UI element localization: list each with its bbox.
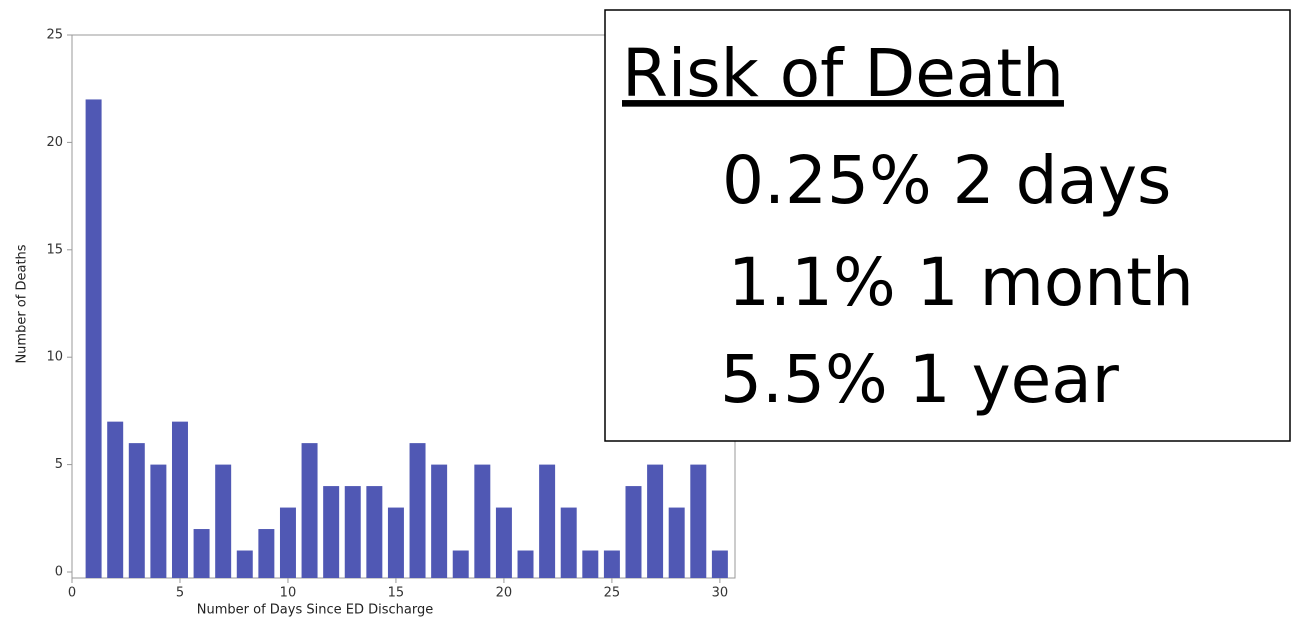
x-tick-label: 10: [280, 586, 297, 601]
bar: [582, 550, 599, 578]
x-tick-label: 25: [604, 586, 621, 601]
bar: [258, 529, 275, 578]
y-axis-label: Number of Deaths: [15, 244, 30, 363]
bar: [236, 550, 253, 578]
bar: [193, 529, 210, 578]
bar: [690, 464, 707, 578]
bar: [366, 486, 383, 578]
annotation-border: [604, 9, 1291, 442]
y-tick-label: 0: [55, 565, 63, 580]
bar: [150, 464, 167, 578]
bar: [279, 507, 296, 578]
annotation-box: Risk of Death 0.25% 2 days 1.1% 1 month 5.5…: [604, 9, 1291, 442]
bar: [215, 464, 232, 578]
bar: [495, 507, 512, 578]
bar: [85, 99, 102, 578]
annotation-line: 0.25% 2 days: [722, 142, 1171, 219]
bar: [107, 421, 124, 578]
annotation-line: 1.1% 1 month: [728, 244, 1194, 321]
annotation-title: Risk of Death: [622, 35, 1064, 112]
bar: [409, 443, 426, 578]
bar: [431, 464, 448, 578]
bar: [128, 443, 145, 578]
x-tick-label: 15: [388, 586, 405, 601]
bar: [344, 486, 361, 578]
y-tick-label: 15: [46, 242, 63, 257]
x-tick-label: 20: [496, 586, 513, 601]
bar: [301, 443, 318, 578]
y-tick-label: 20: [46, 135, 63, 150]
x-tick-label: 5: [176, 586, 184, 601]
y-tick-label: 25: [46, 28, 63, 43]
bar: [474, 464, 491, 578]
bar: [560, 507, 577, 578]
bar: [647, 464, 664, 578]
bar: [387, 507, 404, 578]
x-axis-label: Number of Days Since ED Discharge: [197, 603, 433, 618]
bar: [625, 486, 642, 578]
y-tick-label: 10: [46, 350, 63, 365]
x-tick-label: 0: [68, 586, 76, 601]
x-tick-label: 30: [712, 586, 729, 601]
bar: [539, 464, 556, 578]
bar: [171, 421, 188, 578]
bar: [452, 550, 469, 578]
bar: [668, 507, 685, 578]
y-tick-label: 5: [55, 457, 63, 472]
bar: [323, 486, 340, 578]
bar: [711, 550, 728, 578]
annotation-line: 5.5% 1 year: [720, 341, 1120, 418]
bar: [517, 550, 534, 578]
bar: [603, 550, 620, 578]
